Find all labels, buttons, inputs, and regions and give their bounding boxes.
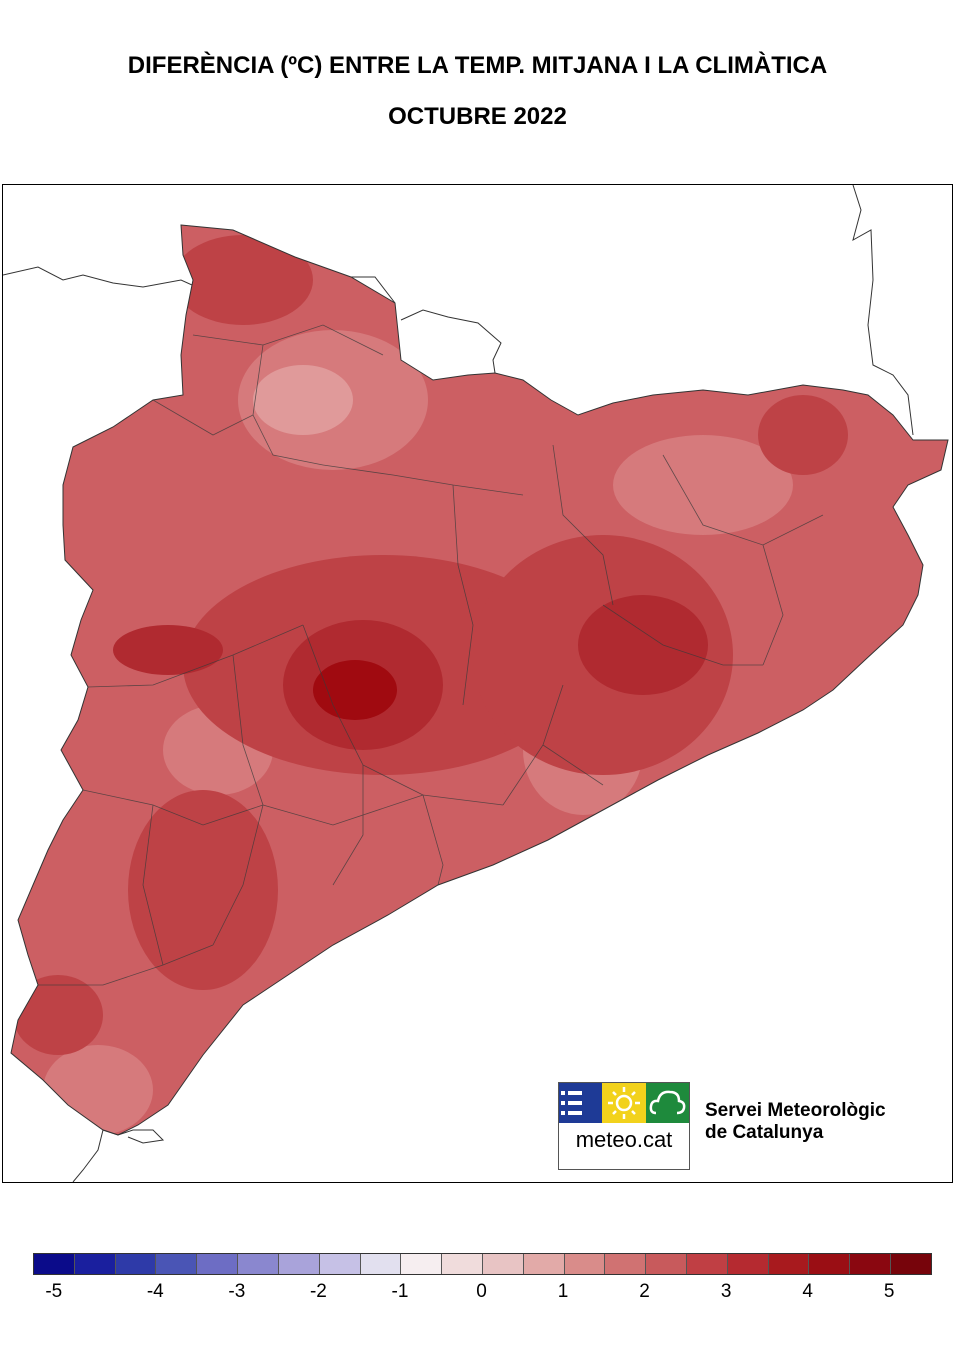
legend-swatch — [850, 1254, 892, 1274]
legend-tick-label: 1 — [557, 1281, 569, 1302]
anomaly-zone-dark — [13, 975, 103, 1055]
legend-swatch — [360, 1254, 402, 1274]
legend-swatch — [319, 1254, 361, 1274]
anomaly-zone-darker — [578, 595, 708, 695]
logo-brand-text: meteo.cat — [575, 1127, 673, 1152]
legend-swatch — [238, 1254, 279, 1274]
legend-tick-label: -3 — [228, 1281, 246, 1302]
map-title: DIFERÈNCIA (ºC) ENTRE LA TEMP. MITJANA I… — [127, 52, 828, 79]
legend-swatch — [34, 1254, 75, 1274]
legend-swatch — [482, 1254, 524, 1274]
legend-tick-label: 5 — [883, 1281, 895, 1302]
anomaly-zone-light — [43, 1045, 153, 1135]
ebro-delta — [102, 1129, 165, 1144]
legend-swatch — [401, 1254, 443, 1274]
organization-line-2: de Catalunya — [705, 1122, 824, 1143]
legend-tick-label: -5 — [45, 1281, 63, 1302]
anomaly-zone-dark — [173, 235, 313, 325]
legend-swatch — [564, 1254, 606, 1274]
map-frame — [2, 184, 953, 1183]
legend-tick-label: -2 — [309, 1281, 327, 1302]
anomaly-zone-darkest — [313, 660, 397, 720]
legend-tick-label: 4 — [802, 1281, 813, 1302]
sun-icon — [602, 1083, 646, 1123]
anomaly-zone-dark — [128, 790, 278, 990]
organization-line-1: Servei Meteorològic — [705, 1100, 886, 1121]
legend-swatch — [442, 1254, 483, 1274]
andorra-border-line — [400, 309, 502, 374]
legend-swatch — [115, 1254, 157, 1274]
legend-swatch — [809, 1254, 851, 1274]
legend-swatch — [156, 1254, 198, 1274]
legend-swatch — [278, 1254, 320, 1274]
legend-tick-label: -1 — [391, 1281, 409, 1302]
anomaly-zone-dark — [758, 395, 848, 475]
color-scale-legend — [33, 1253, 932, 1275]
legend-tick-label: -4 — [146, 1281, 164, 1302]
coast-north-line — [852, 185, 914, 436]
meteocat-logo: meteo.cat — [558, 1082, 690, 1170]
map-subtitle: OCTUBRE 2022 — [388, 103, 567, 130]
organization-name: Servei Meteorològic de Catalunya — [705, 1100, 886, 1144]
cloud-icon — [646, 1083, 689, 1123]
legend-swatch — [687, 1254, 728, 1274]
legend-swatch — [646, 1254, 687, 1274]
catalonia-temperature-map — [3, 185, 949, 1182]
legend-swatch — [768, 1254, 810, 1274]
anomaly-zone-light — [613, 435, 793, 535]
legend-swatch — [74, 1254, 116, 1274]
aragon-border-line — [72, 1129, 104, 1182]
legend-tick-label: 2 — [639, 1281, 650, 1302]
legend-tick-label: 3 — [720, 1281, 732, 1302]
anomaly-zone-lighter — [253, 365, 353, 435]
legend-tick-label: 0 — [476, 1281, 487, 1302]
legend-swatch — [605, 1254, 647, 1274]
legend-swatch — [197, 1254, 239, 1274]
legend-swatch — [727, 1254, 769, 1274]
legend-swatch — [891, 1254, 931, 1274]
menu-lines-icon — [559, 1083, 602, 1123]
comarca-boundaries — [38, 324, 824, 986]
legend-swatch — [523, 1254, 565, 1274]
anomaly-zone-darker — [113, 625, 223, 675]
